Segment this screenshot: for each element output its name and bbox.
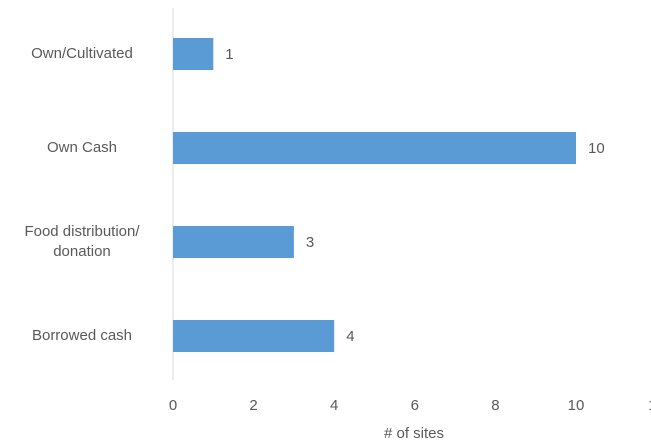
x-tick-label: 4 [330,397,338,414]
bar [173,38,214,70]
data-label: 10 [588,140,605,157]
x-tick-label: 0 [169,397,177,414]
data-label: 1 [225,46,233,63]
x-tick-label: 6 [411,397,419,414]
bar [173,226,294,258]
data-label: 3 [306,234,314,251]
data-label: 4 [346,328,354,345]
bar [173,132,576,164]
x-tick-label: 8 [491,397,499,414]
y-tick-label: Own/Cultivated [31,45,133,62]
x-tick-label: 10 [568,397,585,414]
x-axis-label: # of sites [384,425,444,442]
y-tick-label: Own Cash [46,139,118,156]
y-tick-label: Food distribution/ donation [24,223,140,260]
x-tick-label: 12 [648,397,651,414]
y-tick-label: Borrowed cash [31,327,133,344]
bar [173,320,335,352]
x-tick-label: 2 [249,397,257,414]
